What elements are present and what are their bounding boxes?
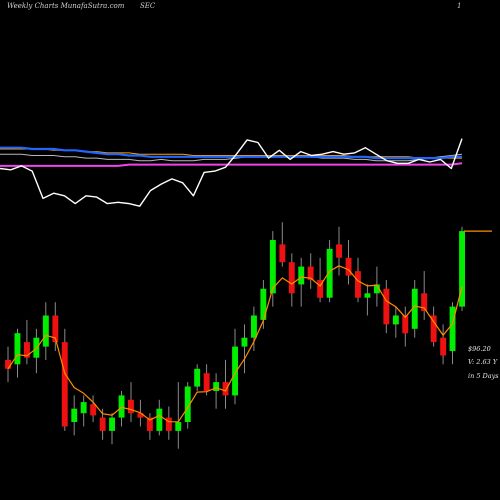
- candle-up: [364, 293, 371, 298]
- candle-down: [99, 417, 106, 431]
- candle-up: [373, 284, 380, 294]
- candle-up: [71, 408, 78, 422]
- candle-up: [411, 288, 418, 329]
- candle-down: [336, 244, 342, 258]
- candle-up: [14, 333, 21, 365]
- candle-up: [269, 240, 276, 294]
- candle-up: [42, 315, 49, 347]
- candle-up: [109, 417, 115, 431]
- candle-up: [251, 315, 257, 338]
- candle-up: [118, 395, 125, 418]
- candle-down: [430, 315, 437, 343]
- candle-down: [421, 293, 428, 312]
- candle-down: [146, 417, 153, 431]
- candle-up: [260, 288, 267, 320]
- ticker-title: SEC: [140, 2, 156, 10]
- period-title: 1: [457, 2, 462, 10]
- candle-up: [194, 368, 201, 387]
- ema-line: [7, 265, 463, 423]
- candle-down: [440, 337, 447, 356]
- candle-down: [222, 382, 229, 396]
- candle-up: [241, 337, 248, 347]
- candle-down: [61, 342, 68, 427]
- candle-up: [449, 306, 456, 351]
- candle-up: [175, 422, 182, 431]
- oscillator-line: [0, 138, 463, 207]
- avg-magenta-line: [0, 162, 463, 167]
- candle-down: [279, 244, 286, 263]
- candle-down: [5, 359, 11, 369]
- candle-up: [326, 248, 333, 298]
- candle-up: [213, 382, 220, 391]
- candle-down: [90, 404, 97, 416]
- candle-down: [317, 280, 324, 298]
- candle-down: [307, 266, 314, 280]
- volume-label: V: 2.63 Y: [468, 358, 498, 366]
- candle-down: [165, 417, 172, 431]
- candle-up: [298, 266, 305, 285]
- candle-down: [24, 342, 30, 358]
- candle-up: [156, 408, 163, 431]
- last-price-label: $96.20: [468, 345, 491, 353]
- candle-up: [392, 315, 399, 325]
- candle-up: [184, 386, 191, 422]
- candle-down: [383, 288, 390, 325]
- candle-down: [355, 271, 361, 298]
- candle-down: [52, 315, 59, 343]
- indicator-panel: [0, 138, 463, 207]
- candle-down: [345, 257, 352, 276]
- candle-up: [459, 231, 465, 307]
- avg-blue-line: [0, 146, 462, 160]
- candle-down: [203, 373, 210, 391]
- candle-down: [128, 399, 134, 414]
- days-label: in 5 Days: [468, 372, 499, 380]
- price-panel: [5, 222, 492, 449]
- avg-grey-line: [0, 153, 463, 162]
- candle-down: [402, 315, 409, 334]
- site-title: Weekly Charts MunafaSutra.com: [7, 2, 125, 10]
- candle-up: [232, 346, 238, 396]
- candle-down: [288, 262, 295, 294]
- candle-down: [137, 413, 144, 418]
- candle-up: [80, 402, 87, 414]
